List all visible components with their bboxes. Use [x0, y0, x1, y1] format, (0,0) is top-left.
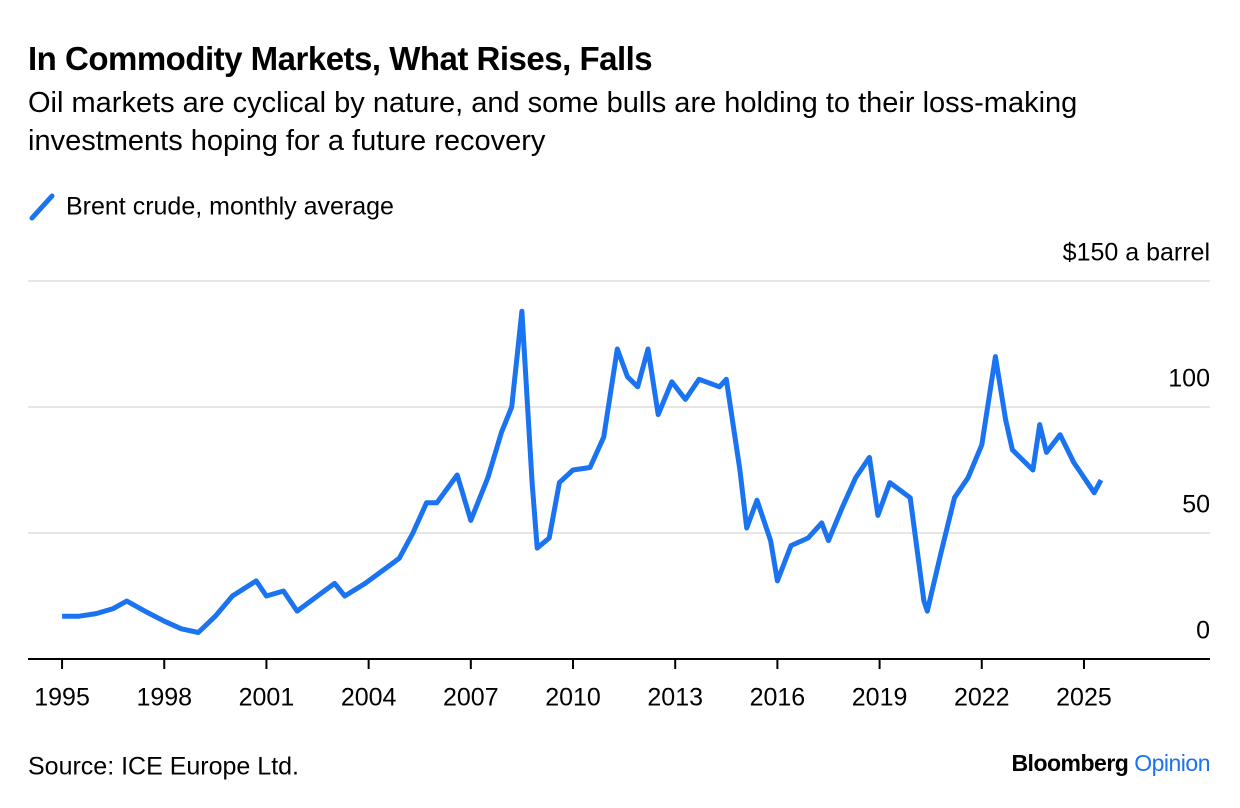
x-tick-label: 2019: [852, 684, 908, 712]
x-tick-label: 2016: [750, 684, 806, 712]
x-tick-label: 2013: [647, 684, 703, 712]
y-tick-label: $150 a barrel: [1063, 239, 1210, 267]
brand: Bloomberg Opinion: [1011, 750, 1210, 776]
x-tick-label: 2004: [341, 684, 397, 712]
x-tick-label: 2025: [1056, 684, 1112, 712]
x-tick-label: 1998: [136, 684, 192, 712]
legend-swatch: [29, 193, 55, 221]
source: Source: ICE Europe Ltd.: [28, 753, 299, 781]
chart-title: In Commodity Markets, What Rises, Falls: [28, 40, 653, 77]
y-tick-label: 50: [1182, 491, 1210, 519]
series-line: [62, 308, 1104, 635]
header: In Commodity Markets, What Rises, Falls …: [28, 40, 1228, 160]
x-tick-label: 2022: [954, 684, 1010, 712]
x-tick-label: 2001: [239, 684, 295, 712]
x-tick-label: 1995: [34, 684, 90, 712]
y-tick-label: 100: [1168, 365, 1210, 393]
legend-label: Brent crude, monthly average: [66, 193, 394, 221]
y-tick-label: 0: [1196, 617, 1210, 645]
chart-subtitle: Oil markets are cyclical by nature, and …: [28, 87, 1078, 157]
brand-name: Bloomberg: [1011, 750, 1128, 776]
brand-suffix: Opinion: [1134, 750, 1210, 776]
x-tick-label: 2010: [545, 684, 601, 712]
x-tick-label: 2007: [443, 684, 499, 712]
